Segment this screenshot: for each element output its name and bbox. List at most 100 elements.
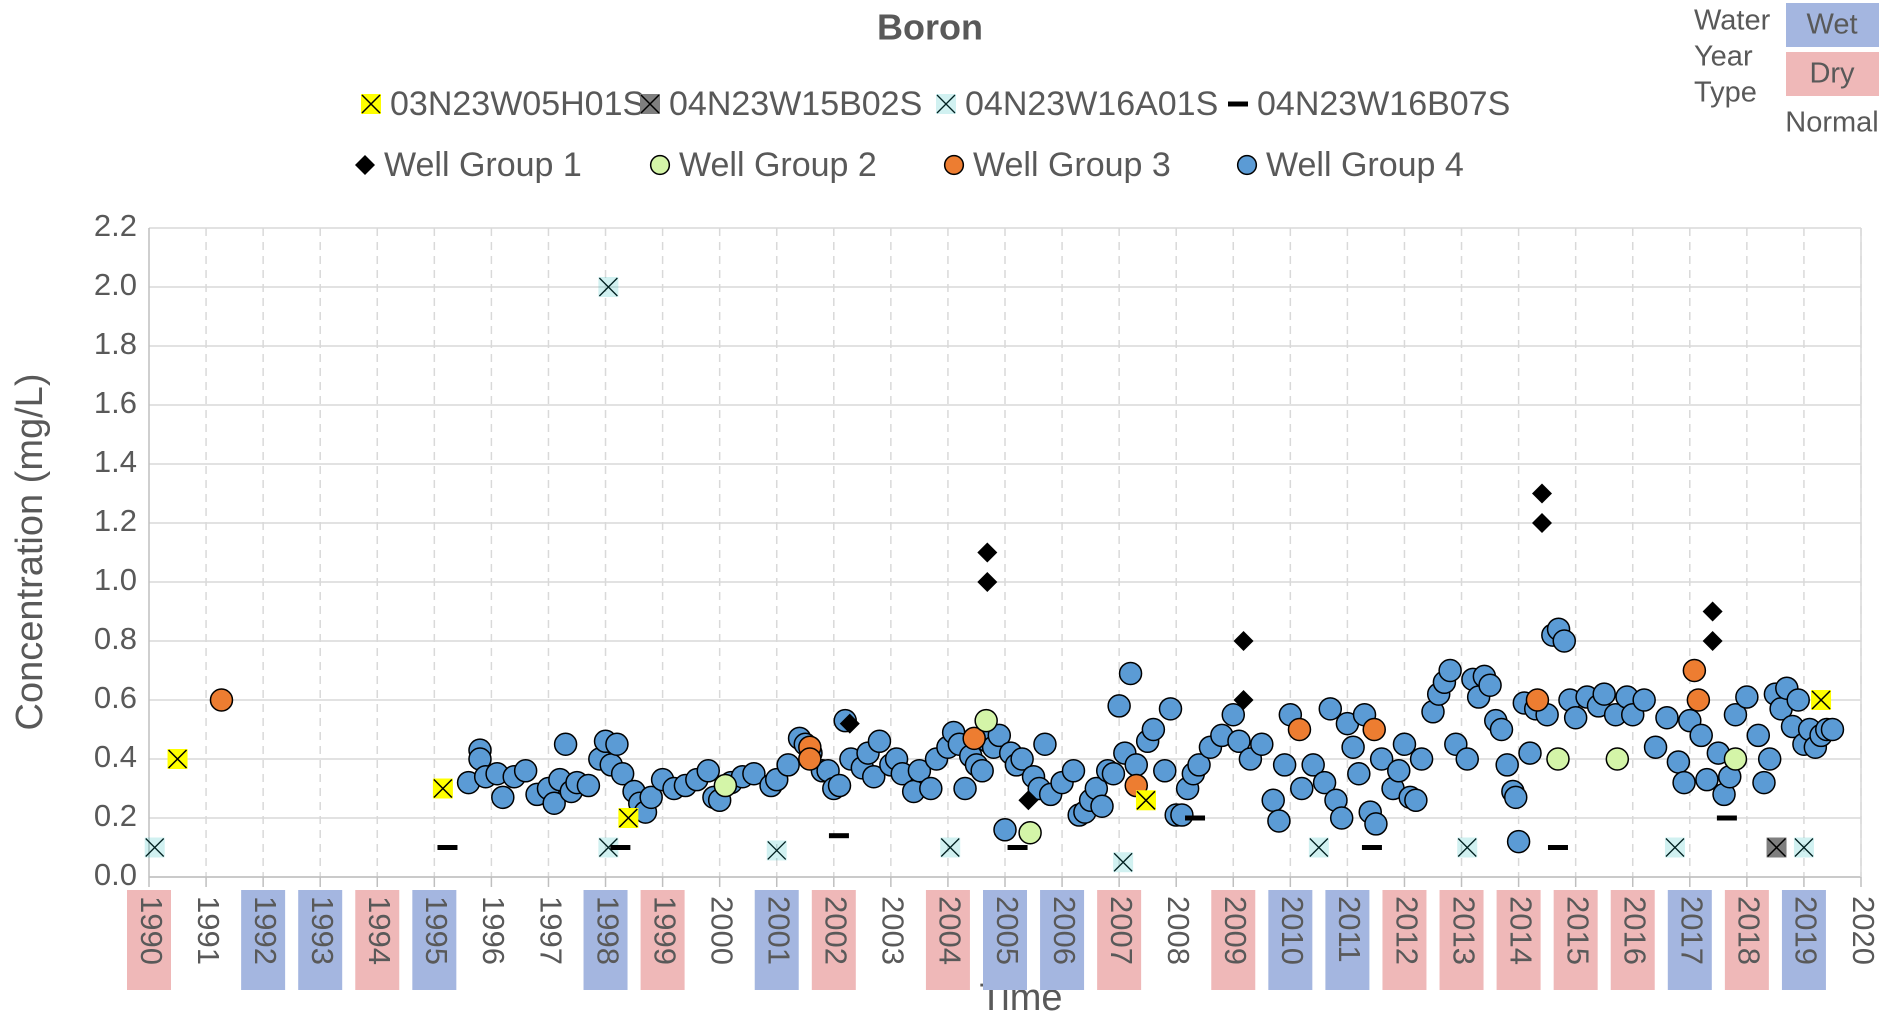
marker-shape: [355, 155, 375, 175]
year-type-box: [241, 890, 286, 990]
marker-shape: [1347, 762, 1371, 786]
marker-shape: [598, 277, 618, 297]
water-year-title: Water: [1694, 5, 1771, 37]
marker: [1369, 747, 1394, 771]
marker: [1592, 682, 1616, 706]
year-type-box: [1724, 890, 1769, 990]
marker-shape: [776, 753, 800, 777]
year-type-box: [1097, 890, 1142, 990]
marker: [1531, 513, 1552, 533]
legend-label: Well Group 2: [679, 146, 877, 184]
marker: [861, 764, 886, 789]
marker: [1272, 753, 1297, 777]
marker-shape: [839, 713, 860, 734]
x-tick-label: 2000: [704, 896, 739, 965]
marker: [1547, 845, 1568, 850]
marker-shape: [209, 688, 234, 712]
marker: [1605, 747, 1630, 771]
marker-shape: [1489, 717, 1514, 742]
marker-cross: [361, 94, 381, 114]
x-tick-label: 1997: [533, 896, 568, 965]
marker-shape: [1272, 753, 1297, 777]
marker: [1666, 750, 1691, 774]
x-tick-label: 2006: [1047, 896, 1082, 965]
marker-shape: [1735, 685, 1759, 709]
marker-shape: [1531, 483, 1552, 504]
legend-label: Well Group 3: [973, 146, 1171, 184]
y-tick-label: 1.0: [94, 562, 137, 597]
y-tick-label: 1.2: [94, 503, 137, 538]
marker: [827, 773, 852, 798]
marker-shape: [977, 542, 998, 563]
marker-shape: [1702, 601, 1723, 622]
x-tick-label: 1992: [248, 896, 283, 965]
marker-shape: [1665, 838, 1685, 857]
marker-shape: [1531, 513, 1552, 533]
marker-shape: [993, 818, 1017, 842]
marker-shape: [1794, 838, 1814, 857]
marker: [970, 759, 994, 783]
marker-shape: [1124, 753, 1149, 777]
marker-shape: [1362, 717, 1386, 742]
year-type-box: [1268, 890, 1313, 990]
marker-shape: [1746, 723, 1771, 748]
marker-shape: [1061, 759, 1086, 783]
x-tick-label: 1998: [590, 896, 625, 965]
marker: [1457, 837, 1478, 858]
marker: [1811, 690, 1832, 710]
marker-shape: [649, 154, 671, 176]
marker: [1362, 717, 1386, 742]
marker-shape: [1655, 705, 1679, 730]
marker: [993, 818, 1017, 842]
marker: [1563, 705, 1588, 730]
marker: [1221, 703, 1246, 727]
marker: [1185, 815, 1206, 821]
marker-shape: [828, 833, 849, 839]
marker: [919, 776, 943, 801]
x-tick-label: 1996: [476, 896, 511, 965]
water-year-title: Year: [1694, 41, 1753, 73]
year-type-box: [583, 890, 628, 990]
marker-shape: [1018, 821, 1042, 845]
marker-shape: [1563, 705, 1588, 730]
marker-shape: [610, 762, 635, 786]
marker: [1318, 697, 1343, 721]
marker-shape: [1723, 703, 1748, 727]
marker-shape: [1158, 697, 1183, 721]
year-type-box: [355, 890, 400, 990]
marker: [1267, 809, 1291, 833]
marker: [1233, 631, 1254, 651]
year-type-box: [1211, 890, 1256, 990]
water-year-label: Normal: [1785, 107, 1878, 139]
marker-shape: [977, 572, 998, 592]
marker-shape: [1267, 809, 1291, 833]
marker-shape: [605, 732, 629, 756]
marker: [1735, 685, 1759, 709]
marker: [513, 759, 538, 783]
marker-shape: [1695, 767, 1719, 792]
x-tick-label: 2012: [1389, 896, 1424, 965]
marker-shape: [713, 773, 738, 798]
marker: [987, 723, 1012, 748]
x-tick-label: 2007: [1104, 896, 1139, 965]
marker-shape: [1438, 658, 1462, 683]
marker-cross: [1136, 790, 1156, 810]
marker: [1546, 747, 1570, 771]
marker: [1786, 688, 1810, 712]
x-tick-label: 1995: [419, 896, 454, 965]
marker: [1018, 821, 1042, 845]
year-type-box: [412, 890, 457, 990]
marker: [1118, 661, 1143, 686]
marker: [1820, 717, 1845, 742]
marker: [1329, 806, 1354, 830]
marker-shape: [827, 773, 852, 798]
marker: [1632, 688, 1656, 712]
marker-shape: [907, 759, 932, 783]
marker-shape: [1369, 747, 1394, 771]
marker: [696, 759, 721, 783]
marker: [639, 785, 663, 810]
year-type-box: [1496, 890, 1541, 990]
marker-shape: [1221, 703, 1246, 727]
marker-shape: [1318, 697, 1343, 721]
legend-label: 03N23W05H01S: [390, 85, 645, 123]
